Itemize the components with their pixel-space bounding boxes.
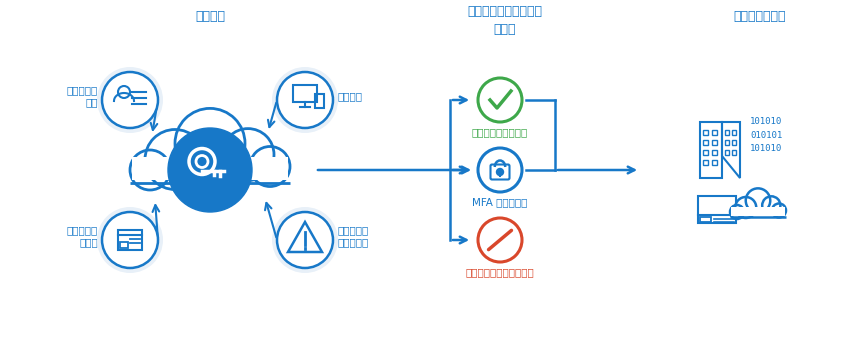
Circle shape — [145, 129, 205, 189]
Bar — [725, 150, 729, 155]
Text: リアルタイ
ムのリスク: リアルタイ ムのリスク — [337, 225, 368, 247]
Circle shape — [730, 205, 744, 219]
FancyBboxPatch shape — [731, 207, 786, 216]
Text: ユーザーと
場所: ユーザーと 場所 — [67, 85, 98, 107]
Circle shape — [130, 150, 170, 190]
Circle shape — [772, 204, 786, 217]
Text: アプリケー
ション: アプリケー ション — [67, 225, 98, 247]
FancyBboxPatch shape — [130, 167, 290, 180]
Bar — [712, 130, 717, 135]
Bar — [725, 140, 729, 145]
Circle shape — [102, 212, 158, 268]
Text: アクセスをブロックする: アクセスをブロックする — [465, 267, 535, 277]
Circle shape — [222, 129, 274, 180]
Bar — [703, 140, 708, 145]
Circle shape — [97, 67, 163, 133]
Circle shape — [168, 128, 252, 212]
Circle shape — [762, 196, 780, 215]
Circle shape — [478, 78, 522, 122]
Circle shape — [478, 218, 522, 262]
Text: 101010
010101
101010: 101010 010101 101010 — [750, 117, 782, 153]
FancyBboxPatch shape — [132, 157, 288, 180]
Bar — [703, 160, 708, 165]
Bar — [732, 150, 736, 155]
Bar — [703, 130, 708, 135]
Bar — [725, 130, 729, 135]
Text: デバイス: デバイス — [337, 91, 362, 101]
Text: MFA を要求する: MFA を要求する — [472, 197, 528, 207]
Circle shape — [735, 197, 756, 218]
Circle shape — [102, 72, 158, 128]
Bar — [712, 160, 717, 165]
Circle shape — [97, 207, 163, 273]
Circle shape — [175, 108, 245, 178]
Circle shape — [272, 67, 338, 133]
FancyBboxPatch shape — [730, 210, 786, 217]
Text: シグナル: シグナル — [195, 10, 225, 23]
Circle shape — [272, 207, 338, 273]
Circle shape — [277, 212, 333, 268]
Circle shape — [496, 168, 503, 176]
Circle shape — [746, 188, 770, 213]
Bar — [732, 140, 736, 145]
Bar — [703, 150, 708, 155]
Bar — [712, 140, 717, 145]
Circle shape — [277, 72, 333, 128]
Text: アプリとデータ: アプリとデータ — [733, 10, 786, 23]
Text: すべてのアクセス試行
を検証: すべてのアクセス試行 を検証 — [468, 5, 542, 36]
Circle shape — [250, 147, 290, 187]
Text: アクセスを許可する: アクセスを許可する — [472, 127, 528, 137]
Bar — [712, 150, 717, 155]
Circle shape — [478, 148, 522, 192]
Bar — [732, 130, 736, 135]
